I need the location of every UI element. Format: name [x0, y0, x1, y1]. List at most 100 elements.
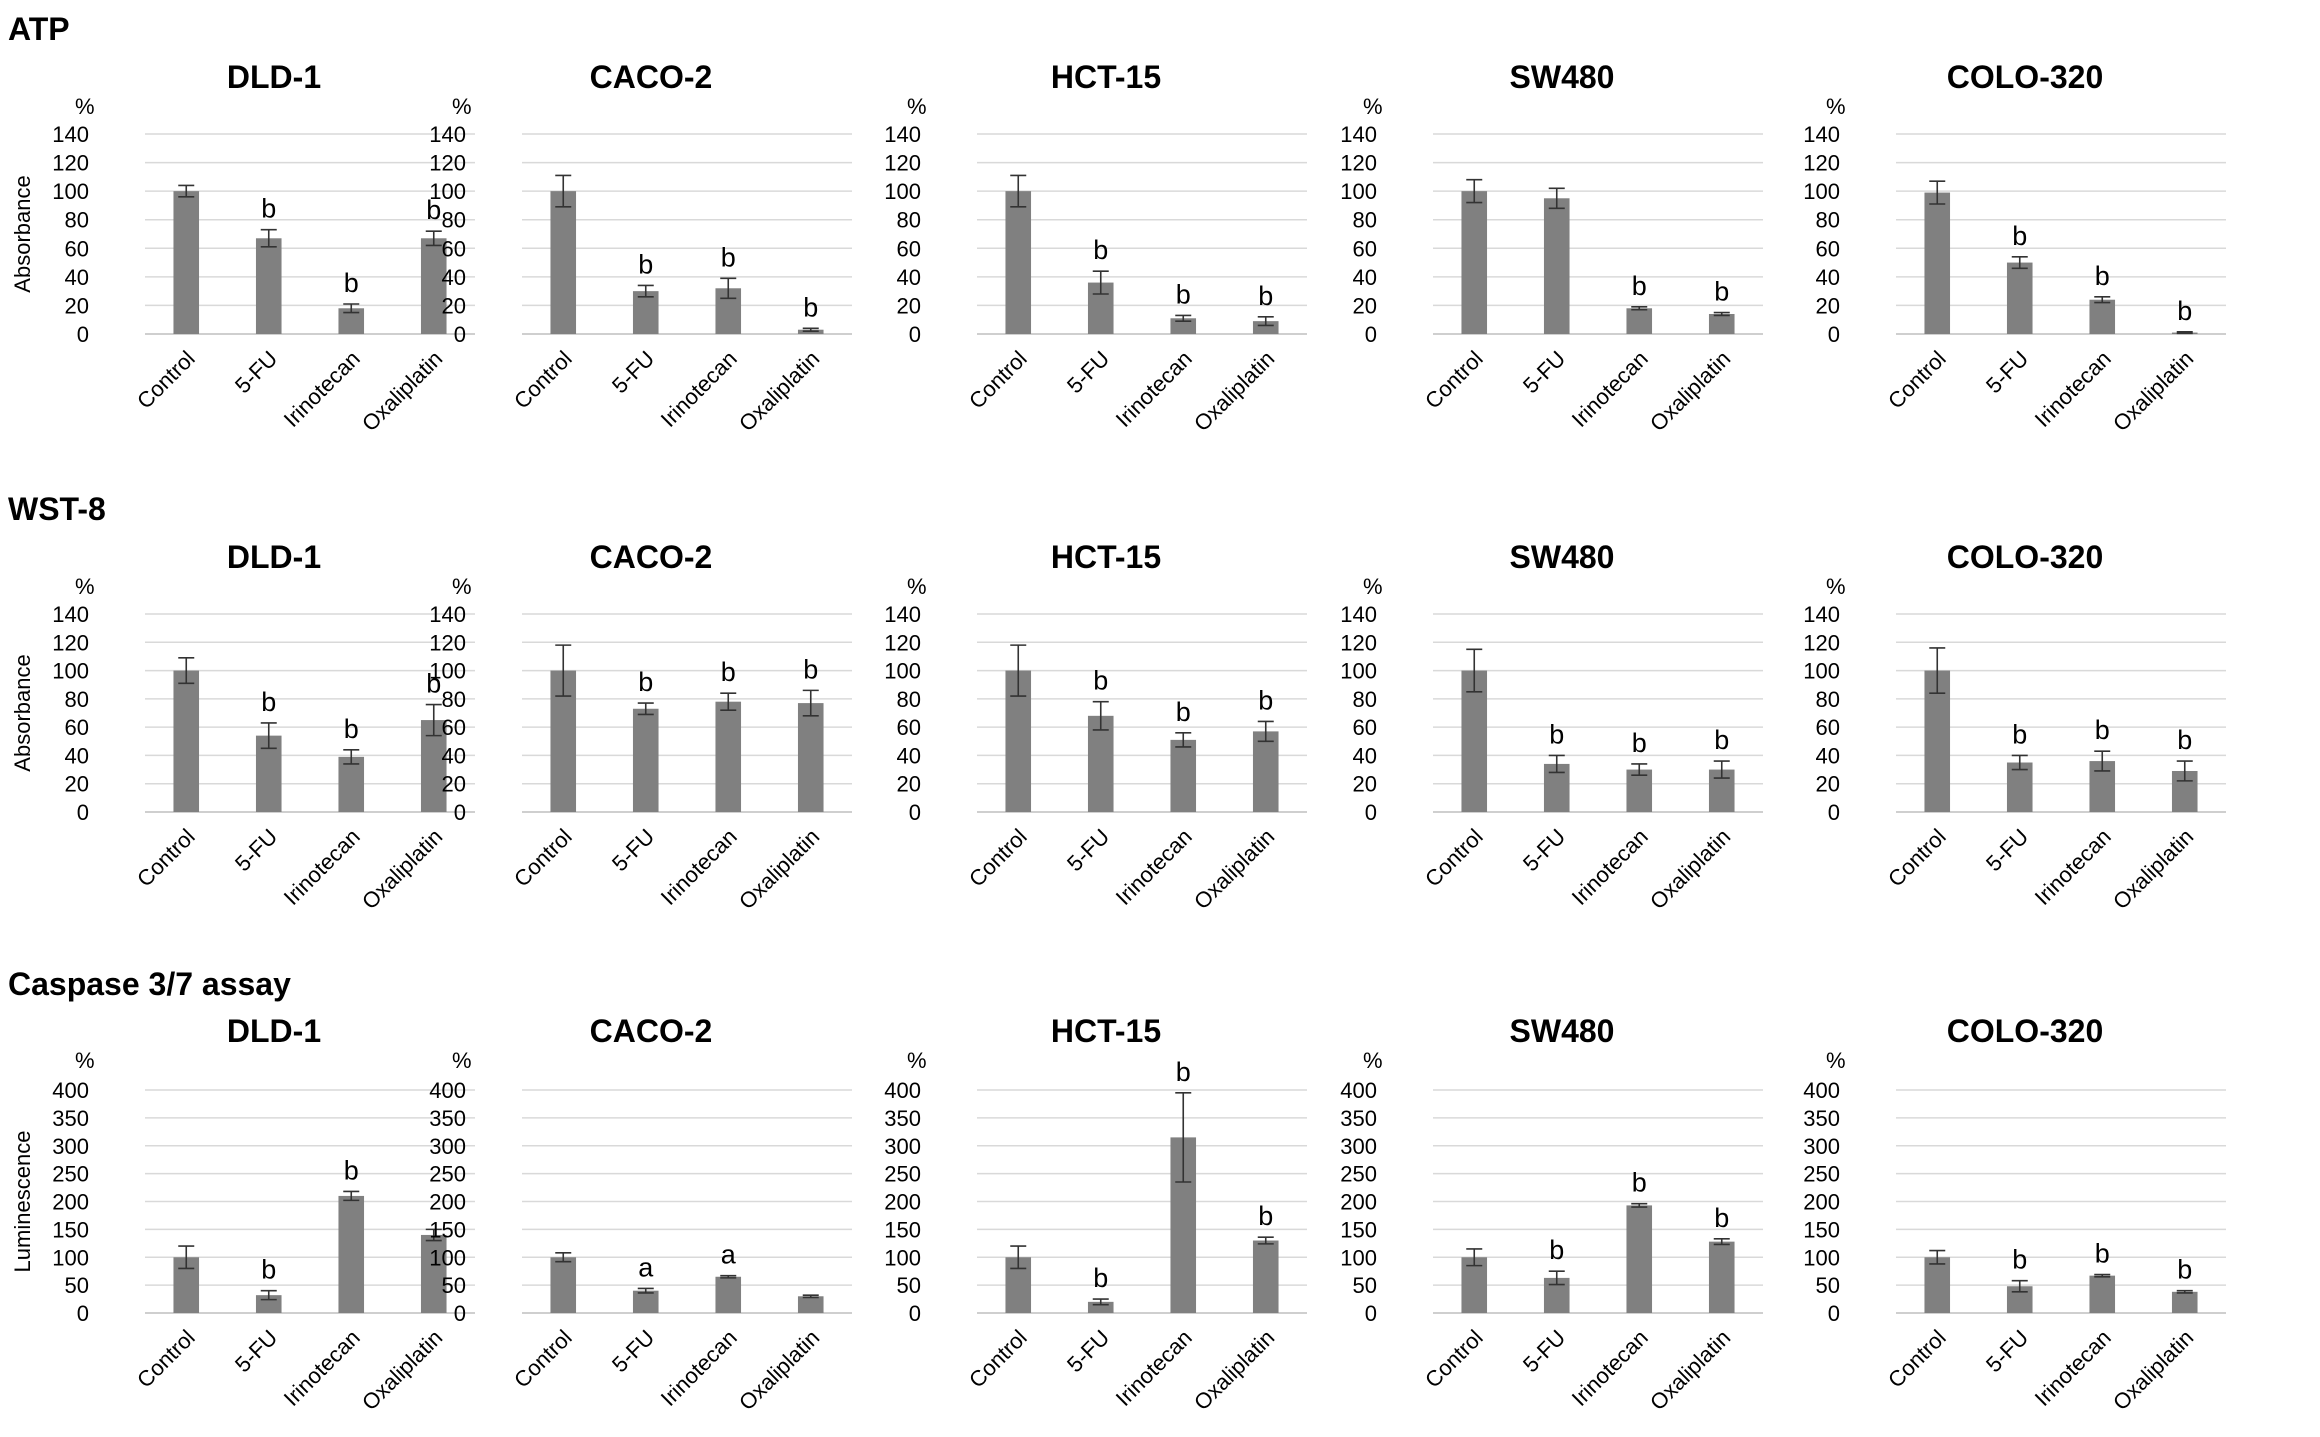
y-unit-label: %: [75, 94, 95, 119]
chart-panels: DLD-1% Absorbance 0 20 40 60 80 100 120 140 Contro…: [10, 59, 2226, 1415]
bar-5-fu: [255, 238, 282, 334]
y-tick-label: 80: [1353, 687, 1377, 712]
chart-title: CACO-2: [590, 539, 713, 575]
x-category-label: 5-FU: [607, 346, 659, 398]
bar-control: [173, 191, 200, 334]
y-tick-label: 350: [1340, 1106, 1377, 1131]
y-tick-label: 350: [52, 1106, 89, 1131]
chart-atp-sw480: SW480% 0 20 40 60 80 100 120 140 Control 5-FU b Irin…: [1340, 59, 1763, 436]
y-tick-label: 40: [1816, 265, 1840, 290]
x-category-label: 5-FU: [1981, 824, 2033, 876]
y-tick-label: 60: [897, 715, 921, 740]
y-unit-label: %: [75, 574, 95, 599]
y-tick-label: 20: [1353, 293, 1377, 318]
significance-label: b: [1093, 235, 1108, 265]
y-tick-label: 300: [52, 1134, 89, 1159]
error-bar: [2011, 1279, 2028, 1293]
x-category-label: Control: [132, 824, 200, 892]
y-tick-label: 80: [65, 687, 89, 712]
x-category-label: Irinotecan: [656, 346, 742, 432]
chart-caspase-3-7-assay-dld-1: DLD-1%Luminescence0501001502002503003504…: [10, 1013, 475, 1415]
y-tick-label: 200: [52, 1190, 89, 1215]
bar-control: [1461, 670, 1488, 812]
significance-label: b: [261, 194, 276, 224]
y-tick-label: 80: [897, 687, 921, 712]
error-bar: [2176, 1289, 2193, 1294]
y-tick-label: 50: [65, 1273, 89, 1298]
y-tick-label: 400: [884, 1078, 921, 1103]
x-category-label: Oxaliplatin: [2108, 824, 2198, 914]
bar-control: [1924, 670, 1951, 812]
y-tick-label: 100: [429, 659, 466, 684]
y-tick-label: 40: [897, 265, 921, 290]
x-category-label: 5-FU: [230, 346, 282, 398]
x-category-label: Control: [964, 1325, 1032, 1393]
y-tick-label: 80: [1816, 687, 1840, 712]
bar-5-fu: [632, 708, 659, 812]
y-unit-label: %: [1363, 574, 1383, 599]
y-tick-label: 120: [1340, 151, 1377, 176]
significance-label: b: [2012, 1245, 2027, 1275]
x-category-label: Oxaliplatin: [1645, 824, 1735, 914]
y-tick-label: 20: [897, 293, 921, 318]
y-tick-label: 150: [52, 1217, 89, 1242]
y-tick-label: 80: [442, 687, 466, 712]
error-bar: [2011, 256, 2028, 270]
y-tick-label: 120: [884, 630, 921, 655]
x-category-label: Oxaliplatin: [1645, 1325, 1735, 1415]
chart-title: HCT-15: [1051, 1013, 1161, 1049]
bar-5-fu: [1087, 1301, 1114, 1313]
y-tick-label: 50: [897, 1273, 921, 1298]
significance-label: b: [2012, 221, 2027, 251]
y-tick-label: 200: [1340, 1190, 1377, 1215]
x-category-label: Oxaliplatin: [1645, 346, 1735, 436]
y-tick-label: 0: [77, 1301, 89, 1326]
y-tick-label: 0: [1828, 1301, 1840, 1326]
error-bar: [2094, 750, 2111, 772]
bar-irinotecan: [338, 1195, 365, 1313]
error-bar: [1466, 178, 1483, 204]
bar-irinotecan: [1626, 769, 1653, 812]
significance-label: b: [1176, 697, 1191, 727]
y-tick-label: 100: [1340, 659, 1377, 684]
y-tick-label: 60: [65, 715, 89, 740]
x-category-label: Oxaliplatin: [734, 824, 824, 914]
y-axis-label: Absorbance: [10, 654, 35, 771]
x-category-label: 5-FU: [1518, 346, 1570, 398]
significance-label: b: [1258, 685, 1273, 715]
significance-label: b: [1714, 1203, 1729, 1233]
error-bar: [1713, 1238, 1730, 1246]
y-tick-label: 120: [1803, 630, 1840, 655]
y-tick-label: 0: [77, 800, 89, 825]
y-tick-label: 400: [429, 1078, 466, 1103]
significance-label: b: [1714, 277, 1729, 307]
x-category-label: Irinotecan: [1567, 1325, 1653, 1411]
significance-label: a: [721, 1240, 737, 1270]
y-tick-label: 100: [884, 1245, 921, 1270]
bar-oxaliplatin: [1708, 1241, 1735, 1313]
bar-irinotecan: [1626, 1205, 1653, 1313]
y-tick-label: 250: [1340, 1162, 1377, 1187]
y-tick-label: 0: [909, 322, 921, 347]
chart-wst-8-sw480: SW480% 0 20 40 60 80 100 120 140 Control b 5-FU b Iri…: [1340, 539, 1763, 914]
error-bar: [260, 228, 277, 248]
y-unit-label: %: [75, 1048, 95, 1073]
y-unit-label: %: [907, 94, 927, 119]
bar-oxaliplatin: [1708, 314, 1735, 334]
x-category-label: Control: [509, 824, 577, 892]
y-tick-label: 350: [429, 1106, 466, 1131]
y-tick-label: 120: [1803, 151, 1840, 176]
y-tick-label: 120: [1340, 630, 1377, 655]
x-category-label: Irinotecan: [279, 1325, 365, 1411]
y-tick-label: 60: [65, 236, 89, 261]
significance-label: b: [426, 669, 441, 699]
bar-irinotecan: [2089, 1275, 2116, 1313]
y-tick-label: 0: [909, 800, 921, 825]
error-bar: [555, 1251, 572, 1263]
y-tick-label: 350: [1803, 1106, 1840, 1131]
y-tick-label: 140: [1340, 602, 1377, 627]
significance-label: b: [1176, 1057, 1191, 1087]
bar-irinotecan: [338, 756, 365, 812]
significance-label: a: [638, 1252, 654, 1282]
